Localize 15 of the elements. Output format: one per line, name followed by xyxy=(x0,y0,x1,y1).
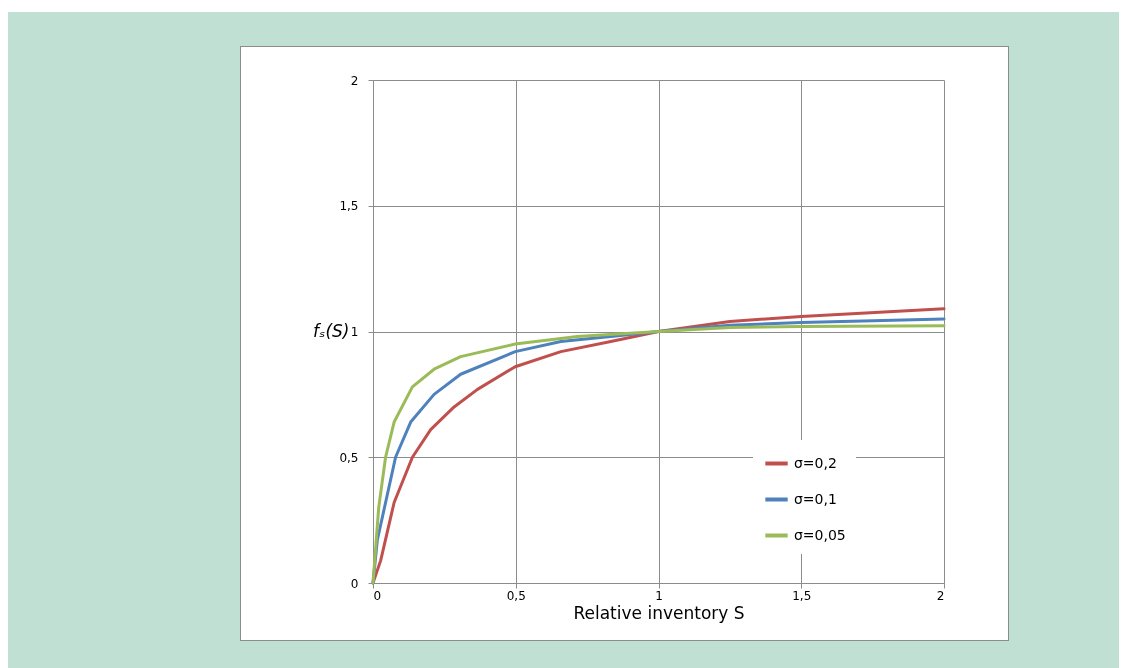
x-tick-label: 0 xyxy=(373,588,382,603)
x-tick-label: 1 xyxy=(655,588,663,603)
legend-label: σ=0,1 xyxy=(794,490,837,507)
legend-label: σ=0,05 xyxy=(794,526,846,543)
y-tick-label: 1,5 xyxy=(339,199,359,214)
y-tick-label: 0 xyxy=(350,576,359,591)
x-tick-label: 0,5 xyxy=(506,588,526,603)
x-tick-label: 2 xyxy=(936,588,945,603)
y-tick-label: 0,5 xyxy=(339,450,359,465)
y-tick-label: 1 xyxy=(350,325,359,339)
x-axis-title: Relative inventory S xyxy=(573,602,745,623)
y-axis-title: fₛ(S) xyxy=(313,321,350,341)
legend-label: σ=0,2 xyxy=(794,454,837,471)
y-tick-label: 2 xyxy=(350,73,359,88)
x-tick-label: 1,5 xyxy=(792,588,812,603)
